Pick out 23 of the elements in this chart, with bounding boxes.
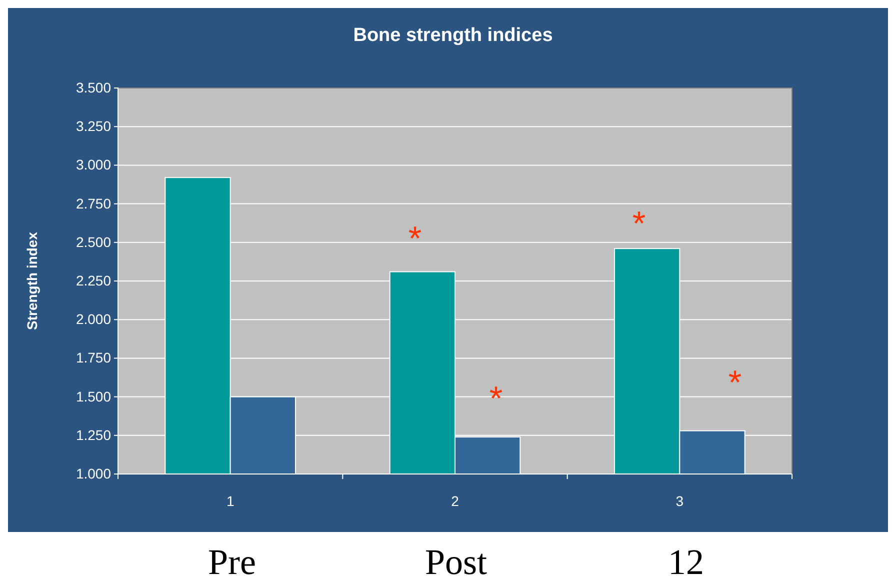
annotation: * — [489, 380, 503, 418]
y-tick-label: 1.750 — [76, 350, 112, 366]
text: Pre — [208, 542, 256, 580]
y-tick-label: 2.500 — [76, 234, 112, 250]
annotation: * — [632, 205, 646, 243]
y-tick-label: 3.250 — [76, 118, 112, 134]
text: 12 — [668, 542, 704, 580]
x-tick-label: 3 — [676, 492, 684, 509]
y-tick-label: 1.500 — [76, 388, 112, 404]
x-tick-label: 2 — [451, 492, 460, 509]
y-tick-label: 1.000 — [76, 465, 112, 482]
y-tick-label: 3.500 — [76, 79, 112, 96]
y-tick-label: 2.750 — [76, 195, 112, 212]
x-tick-label: 1 — [226, 492, 234, 509]
y-tick-label: 2.000 — [76, 311, 112, 328]
text: Post — [424, 542, 488, 580]
y-tick-label: 3.000 — [76, 156, 112, 173]
annotation: * — [408, 220, 422, 258]
annotation: * — [728, 364, 742, 402]
y-axis-title: Strength index — [24, 232, 40, 330]
y-tick-label: 1.250 — [76, 426, 112, 443]
chart-title: Bone strength indices — [353, 25, 553, 46]
y-tick-label: 2.250 — [76, 272, 112, 288]
